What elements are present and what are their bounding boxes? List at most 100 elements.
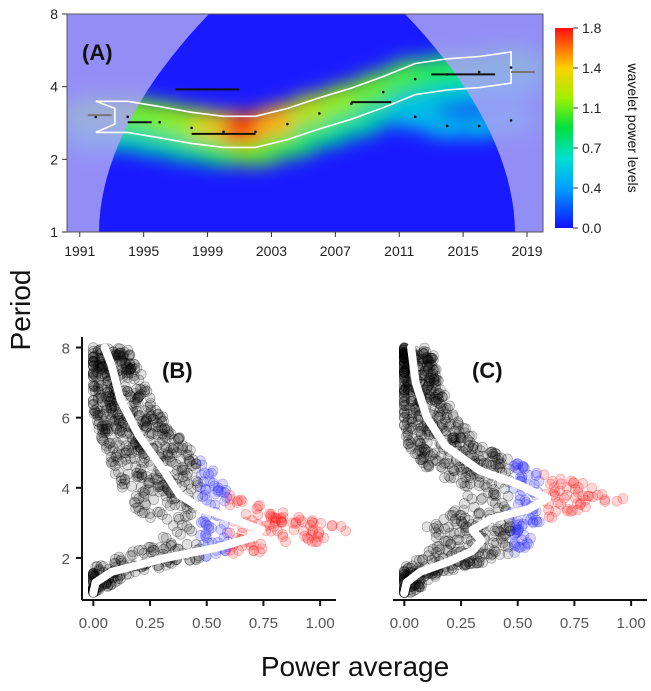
power-point	[220, 484, 232, 496]
power-point	[141, 421, 152, 433]
panel-b-label: (B)	[162, 358, 193, 383]
power-point	[159, 423, 170, 435]
power-point	[410, 555, 422, 566]
power-point	[410, 448, 421, 459]
power-point	[307, 515, 318, 526]
power-point	[297, 516, 308, 528]
power-point	[424, 361, 436, 373]
power-point	[449, 515, 461, 527]
power-point	[150, 421, 161, 433]
power-point	[509, 540, 521, 552]
power-point	[103, 391, 114, 402]
power-point	[571, 498, 583, 509]
power-point	[99, 372, 111, 383]
power-point	[157, 434, 168, 446]
power-point	[115, 424, 126, 436]
power-point	[416, 442, 428, 453]
power-point	[126, 480, 137, 492]
power-point	[88, 385, 99, 397]
power-point	[546, 512, 558, 523]
power-point	[467, 443, 478, 455]
power-point	[458, 422, 469, 434]
power-point	[303, 534, 314, 545]
power-point	[115, 415, 127, 426]
power-point	[139, 417, 151, 428]
power-point	[450, 513, 462, 525]
power-point	[88, 394, 99, 406]
power-point	[203, 521, 214, 532]
power-point	[430, 364, 442, 375]
power-point	[463, 440, 475, 451]
power-point	[139, 405, 150, 417]
power-point	[264, 508, 275, 520]
power-point	[131, 383, 142, 395]
power-point	[160, 532, 172, 544]
power-point	[231, 497, 243, 508]
power-point	[103, 391, 115, 402]
power-point	[154, 486, 165, 498]
power-point	[508, 460, 520, 472]
power-point	[326, 520, 338, 532]
power-point	[145, 512, 156, 523]
power-point	[165, 538, 177, 549]
power-point	[450, 421, 462, 433]
power-point	[102, 387, 114, 398]
power-point	[139, 487, 150, 499]
power-point	[460, 559, 471, 571]
power-point	[269, 515, 281, 527]
power-point	[492, 461, 504, 473]
power-point	[464, 478, 476, 490]
power-point	[190, 458, 202, 469]
power-point	[543, 504, 554, 516]
power-point	[398, 407, 410, 419]
power-point	[160, 490, 172, 502]
power-point	[413, 578, 425, 589]
power-point	[402, 427, 414, 439]
power-point	[168, 442, 179, 453]
power-point	[117, 481, 128, 493]
power-point	[97, 427, 109, 439]
power-point	[133, 545, 145, 556]
power-point	[429, 447, 440, 459]
power-point	[93, 360, 104, 372]
power-point	[108, 415, 120, 427]
power-point	[460, 471, 472, 483]
power-point	[398, 367, 410, 379]
power-point	[547, 475, 558, 487]
power-point	[101, 440, 112, 452]
power-point	[270, 512, 282, 524]
power-point	[130, 398, 141, 410]
power-point	[114, 347, 125, 359]
y-tick-label: 4	[62, 481, 70, 498]
power-point	[151, 469, 162, 481]
power-point	[444, 527, 456, 539]
power-point	[119, 473, 131, 485]
power-point	[129, 359, 140, 370]
power-point	[125, 550, 136, 562]
power-point	[98, 415, 110, 427]
power-point	[200, 530, 211, 541]
power-point	[136, 471, 148, 483]
power-point	[196, 459, 208, 471]
power-point	[514, 494, 526, 506]
power-point	[131, 471, 142, 482]
power-point	[121, 428, 132, 439]
power-point	[104, 414, 116, 426]
power-point	[112, 349, 123, 361]
power-point	[405, 395, 417, 407]
power-point	[454, 461, 465, 473]
power-point	[432, 455, 443, 467]
ridge-point	[94, 115, 98, 119]
power-point	[213, 484, 224, 496]
power-point	[158, 485, 169, 497]
power-point	[204, 475, 216, 487]
power-point	[398, 566, 410, 578]
power-point	[171, 447, 182, 458]
power-point	[460, 444, 472, 456]
power-point	[446, 509, 458, 521]
power-point	[429, 391, 441, 403]
power-point	[224, 489, 236, 501]
power-point	[435, 450, 447, 462]
colorbar-title: wavelet power levels	[625, 62, 641, 192]
power-point	[509, 547, 520, 558]
